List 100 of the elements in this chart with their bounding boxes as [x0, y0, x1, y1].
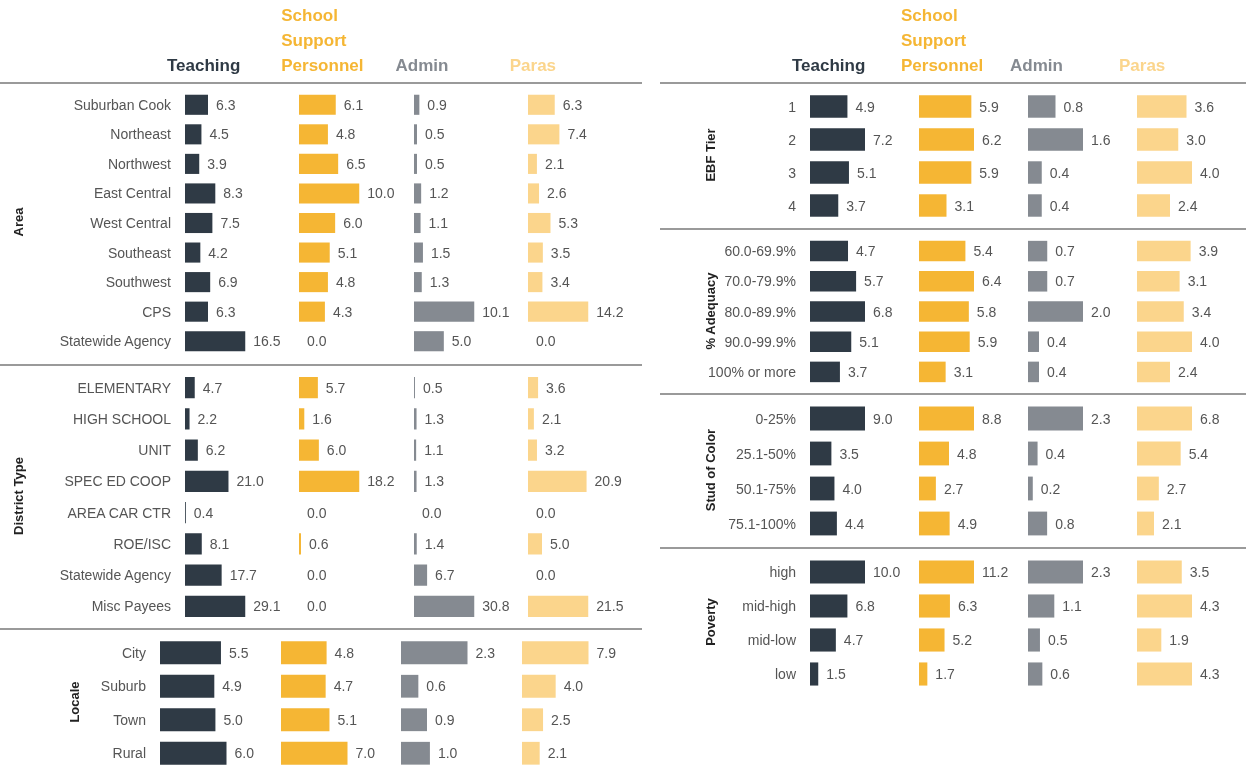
bar — [413, 183, 421, 204]
data-label: 4.8 — [336, 126, 356, 143]
y-axis-title: Locale — [66, 681, 82, 723]
data-label: 6.0 — [343, 215, 364, 231]
data-label: 1.9 — [1169, 632, 1189, 648]
data-label: 2.1 — [547, 745, 567, 762]
bar — [810, 95, 848, 118]
y-tick-label: Suburb — [100, 678, 147, 695]
data-label: 6.1 — [344, 96, 364, 113]
y-tick-label: 4 — [788, 197, 797, 214]
data-label: 7.4 — [567, 126, 587, 143]
data-label: 5.7 — [326, 379, 346, 396]
bar — [299, 242, 330, 263]
data-label: 17.7 — [229, 567, 258, 584]
data-label: 3.4 — [550, 274, 570, 291]
data-label: 3.2 — [544, 442, 565, 459]
bar — [160, 641, 221, 665]
y-tick-label: Rural — [112, 745, 146, 762]
bar — [185, 408, 190, 430]
data-label: 2.3 — [1091, 410, 1111, 427]
y-tick-label: Northeast — [110, 126, 172, 143]
data-label: 5.4 — [973, 243, 994, 260]
data-label: 1.5 — [826, 666, 846, 682]
y-tick-label: low — [774, 666, 797, 682]
bar — [413, 301, 474, 322]
chart-title: School Support Personnel — [281, 5, 365, 77]
bar — [299, 212, 336, 234]
data-label: 0.0 — [421, 504, 442, 521]
data-label: 3.9 — [1198, 243, 1219, 260]
bar — [919, 301, 969, 322]
bar — [160, 708, 216, 732]
data-label: 16.5 — [253, 333, 281, 350]
data-label: 5.4 — [1188, 445, 1209, 462]
data-label: 5.9 — [979, 98, 1000, 115]
bar — [185, 564, 222, 586]
bar — [185, 124, 202, 145]
bar — [185, 272, 211, 293]
data-label: 1.1 — [423, 442, 444, 459]
y-tick-label: 75.1-100% — [728, 515, 796, 532]
chart-title: Admin — [1010, 55, 1064, 77]
data-label: 4.7 — [843, 632, 864, 648]
bar — [185, 439, 198, 461]
bar — [299, 153, 339, 174]
data-label: 6.3 — [216, 96, 236, 113]
y-tick-label: City — [121, 644, 146, 661]
chart-title: Admin — [395, 55, 450, 77]
bar — [413, 153, 417, 174]
data-label: 0.7 — [1055, 243, 1075, 260]
bar — [413, 272, 422, 293]
data-label: 0.6 — [1050, 666, 1071, 682]
bar — [1137, 441, 1181, 466]
data-label: 5.7 — [864, 273, 884, 290]
chart-title: Paras — [1119, 55, 1167, 77]
data-label: 2.6 — [546, 185, 567, 202]
bar — [280, 674, 326, 698]
data-label: 0.4 — [1049, 197, 1070, 214]
data-label: 5.1 — [856, 164, 877, 181]
data-label: 2.0 — [1091, 303, 1111, 320]
data-label: 2.7 — [943, 480, 964, 497]
data-label: 9.0 — [873, 410, 893, 427]
data-label: 0.0 — [535, 333, 556, 350]
bar — [413, 124, 417, 145]
bar — [810, 511, 837, 536]
data-label: 7.9 — [596, 644, 616, 661]
data-label: 1.7 — [935, 666, 956, 682]
bar — [401, 741, 430, 765]
bar — [527, 212, 551, 234]
data-label: 4.8 — [334, 644, 354, 661]
data-label: 4.9 — [222, 678, 242, 695]
data-label: 4.3 — [1200, 598, 1220, 614]
y-tick-label: Statewide Agency — [59, 333, 171, 350]
data-label: 4.9 — [855, 98, 876, 115]
data-label: 5.0 — [451, 333, 471, 350]
bar — [1137, 240, 1191, 262]
bar — [919, 331, 970, 352]
y-tick-label: 2 — [788, 131, 797, 148]
data-label: 1.1 — [428, 215, 448, 231]
bar — [413, 470, 417, 492]
bar — [919, 406, 974, 431]
data-label: 0.8 — [1055, 515, 1075, 532]
data-label: 30.8 — [481, 598, 510, 615]
bar — [527, 242, 543, 263]
bar — [185, 533, 202, 555]
y-tick-label: Southwest — [105, 274, 172, 291]
bar — [810, 476, 835, 501]
bar — [810, 594, 848, 618]
data-label: 2.3 — [475, 644, 496, 661]
bar — [185, 301, 208, 322]
data-label: 6.8 — [1200, 410, 1220, 427]
bar — [299, 408, 305, 430]
data-label: 0.6 — [426, 678, 447, 695]
bar — [1028, 511, 1048, 536]
bar — [299, 124, 329, 145]
bar — [1137, 95, 1187, 118]
data-label: 3.5 — [839, 445, 860, 462]
data-label: 5.1 — [336, 711, 357, 728]
y-tick-label: East Central — [93, 185, 171, 202]
data-label: 6.9 — [218, 274, 238, 291]
y-axis-title: Stud of Color — [702, 428, 718, 512]
y-tick-label: Town — [113, 711, 146, 728]
